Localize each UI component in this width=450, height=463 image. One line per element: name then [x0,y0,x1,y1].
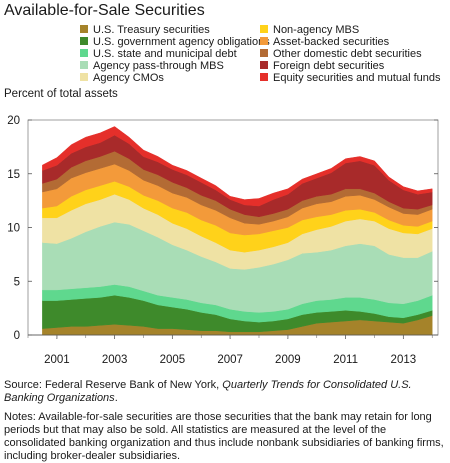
legend-label: Foreign debt securities [273,60,385,72]
legend-label: Non-agency MBS [273,24,360,36]
y-tick-label: 10 [7,223,20,235]
chart-legend: U.S. Treasury securities U.S. government … [0,24,450,102]
y-axis-label: Percent of total assets [4,88,118,100]
x-tick-label: 2009 [275,354,301,366]
legend-item: U.S. government agency obligations [80,36,270,48]
legend-label: Equity securities and mutual funds [273,72,441,84]
legend-swatch [260,73,268,81]
legend-item: U.S. Treasury securities [80,24,210,36]
chart-title: Available-for-Sale Securities [4,2,205,19]
y-tick-label: 20 [7,115,20,127]
legend-item: Asset-backed securities [260,36,389,48]
legend-swatch [80,37,88,45]
legend-item: Agency CMOs [80,72,164,84]
x-tick-label: 2007 [217,354,243,366]
legend-item: Equity securities and mutual funds [260,72,441,84]
legend-item: Other domestic debt securities [260,48,422,60]
y-tick-label: 5 [14,276,20,288]
legend-swatch [260,25,268,33]
legend-swatch [260,49,268,57]
x-tick-label: 2001 [44,354,70,366]
y-tick-label: 0 [14,330,20,342]
x-tick-label: 2005 [160,354,186,366]
area-series [42,126,433,207]
legend-swatch [80,49,88,57]
legend-swatch [80,73,88,81]
legend-label: Agency pass-through MBS [93,60,224,72]
legend-swatch [80,61,88,69]
legend-label: Agency CMOs [93,72,164,84]
legend-label: Other domestic debt securities [273,48,422,60]
legend-label: U.S. government agency obligations [93,36,270,48]
x-tick-label: 2013 [391,354,417,366]
legend-item: Agency pass-through MBS [80,60,224,72]
legend-item: U.S. state and municipal debt [80,48,237,60]
x-tick-label: 2003 [102,354,128,366]
source-suffix: . [114,392,118,404]
notes: Notes: Available-for-sale securities are… [4,411,444,462]
legend-swatch [260,37,268,45]
x-tick-label: 2011 [333,354,358,366]
source-note: Source: Federal Reserve Bank of New York… [4,379,444,405]
legend-item: Non-agency MBS [260,24,359,36]
legend-swatch [260,61,268,69]
source-prefix: Source: Federal Reserve Bank of New York… [4,379,223,391]
legend-label: U.S. state and municipal debt [93,48,237,60]
stacked-area-chart: 0 5 10 15 20 2001 2003 2005 2007 2009 2011 2013 [7,115,439,366]
legend-label: U.S. Treasury securities [93,24,210,36]
y-tick-label: 15 [7,169,20,181]
legend-label: Asset-backed securities [273,36,390,48]
source-publication: Quarterly Trends for Consolidated U.S. B… [4,379,412,404]
legend-swatch [80,25,88,33]
legend-item: Foreign debt securities [260,60,384,72]
